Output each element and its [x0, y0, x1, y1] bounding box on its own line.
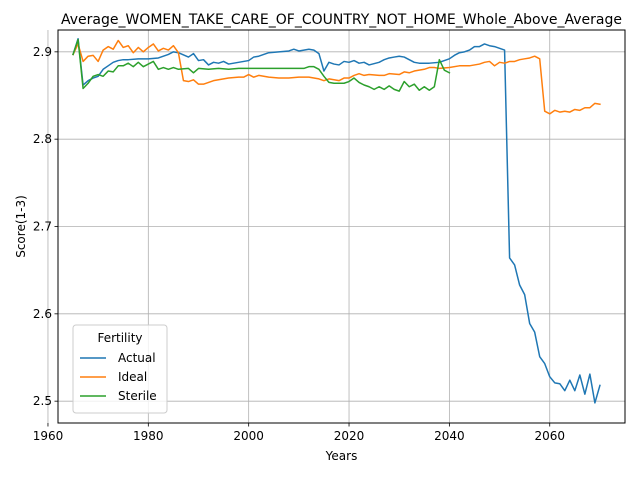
y-tick-label: 2.6: [33, 307, 52, 321]
y-tick-label: 2.7: [33, 220, 52, 234]
y-tick-label: 2.9: [33, 45, 52, 59]
x-tick-label: 1960: [33, 429, 64, 443]
y-tick-label: 2.8: [33, 132, 52, 146]
legend-title: Fertility: [97, 331, 142, 345]
series-line-actual: [72, 37, 601, 404]
plot-series: [72, 37, 601, 404]
legend: Fertility Actual Ideal Sterile: [72, 324, 168, 414]
legend-label-actual: Actual: [118, 351, 156, 365]
x-tick-label: 1980: [133, 429, 164, 443]
legend-label-sterile: Sterile: [118, 389, 157, 403]
series-line-sterile: [72, 38, 451, 92]
chart-title: Average_WOMEN_TAKE_CARE_OF_COUNTRY_NOT_H…: [61, 12, 622, 28]
grid: [47, 30, 625, 423]
x-axis-label: Years: [325, 449, 358, 463]
axis-ticks: 1960 1980 2000 2020 2040 2060 2.5 2.6 2.7 2.8 2.9: [33, 45, 565, 443]
series-line-ideal: [72, 39, 601, 115]
x-tick-label: 2020: [334, 429, 365, 443]
x-tick-label: 2060: [534, 429, 565, 443]
y-tick-label: 2.5: [33, 394, 52, 408]
y-axis-label: Score(1-3): [14, 195, 28, 258]
x-tick-label: 2040: [434, 429, 465, 443]
legend-entries: Actual Ideal Sterile: [80, 351, 157, 403]
x-tick-label: 2000: [233, 429, 264, 443]
legend-label-ideal: Ideal: [118, 370, 147, 384]
legend-box: [72, 324, 168, 414]
